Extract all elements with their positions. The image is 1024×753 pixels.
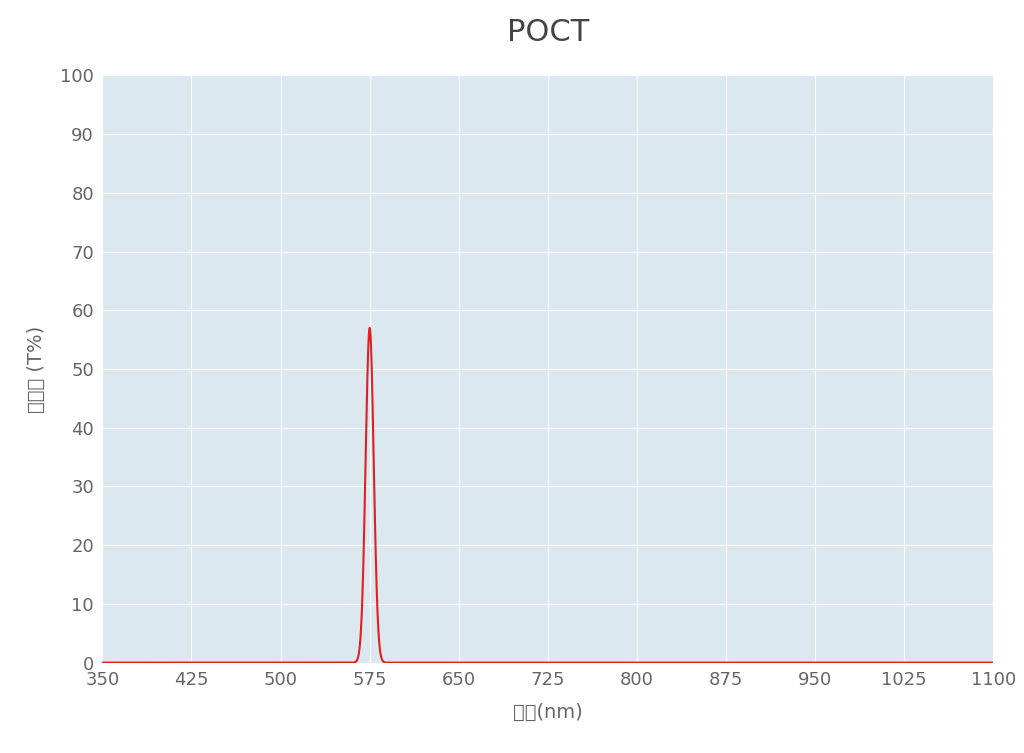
X-axis label: 波长(nm): 波长(nm)	[513, 703, 583, 722]
Title: POCT: POCT	[507, 17, 589, 47]
Y-axis label: 透过率 (T%): 透过率 (T%)	[28, 325, 46, 413]
